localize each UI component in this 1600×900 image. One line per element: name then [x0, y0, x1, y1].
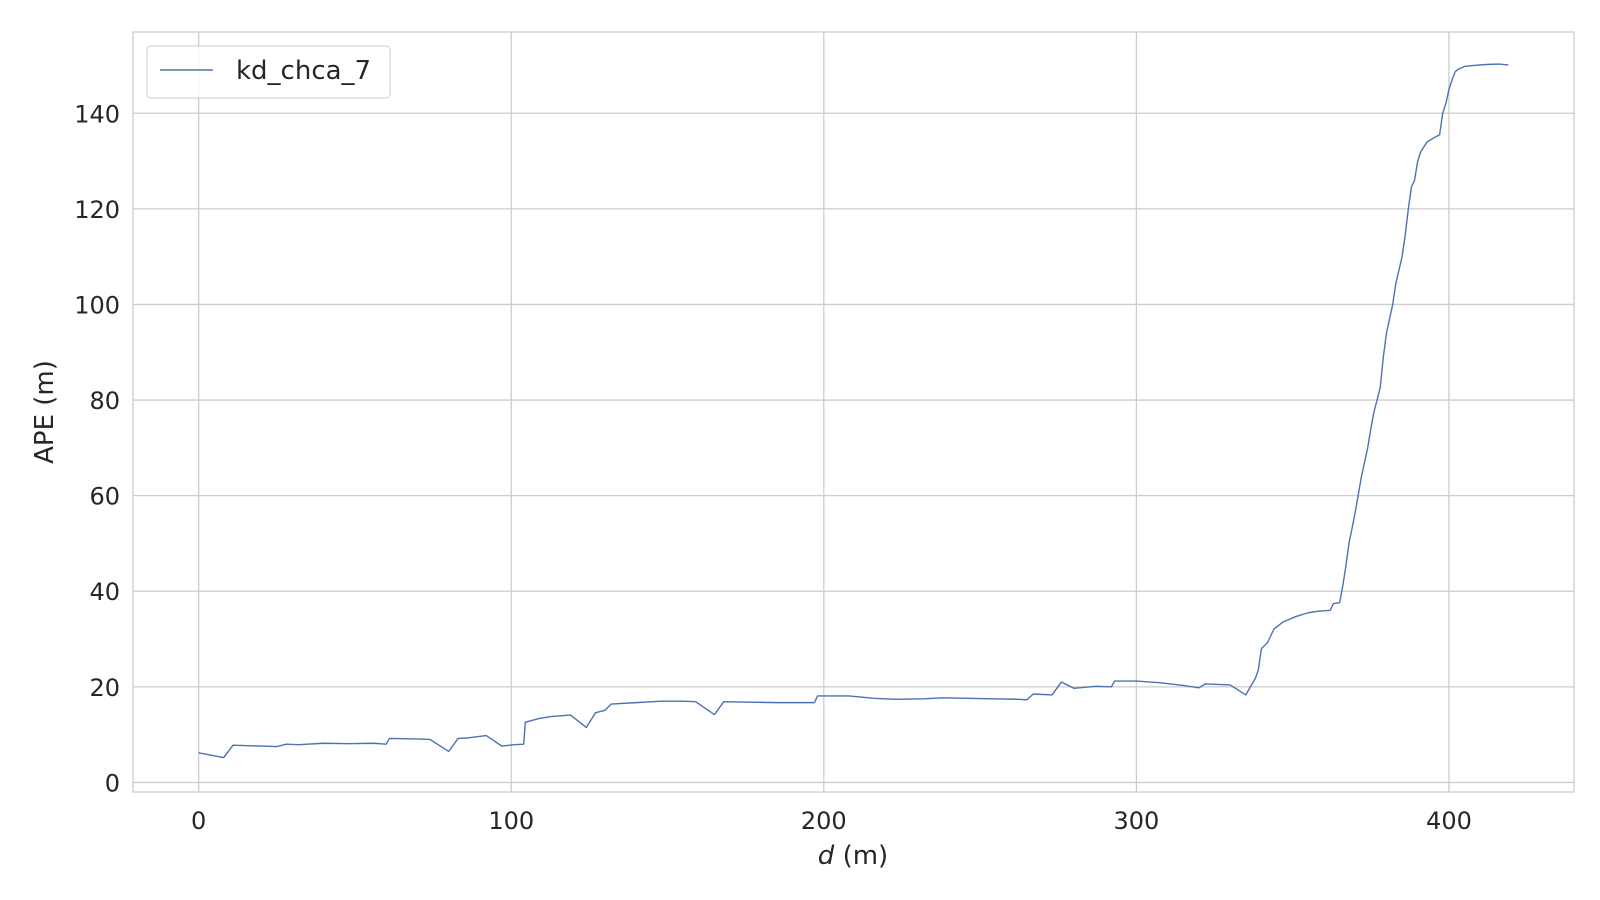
- plot-frame: [132, 31, 1575, 793]
- x-tick-label-100: 100: [488, 807, 534, 835]
- series-layer: [198, 63, 1509, 759]
- tick-labels: 0 100 200 300 400 0 20 40 60 80 100 120 140: [74, 100, 1472, 835]
- legend-box: [146, 45, 391, 99]
- y-tick-label-60: 60: [89, 483, 120, 511]
- y-tick-label-20: 20: [89, 674, 120, 702]
- series-line-kd-chca-7: [198, 63, 1509, 759]
- y-tick-label-80: 80: [89, 387, 120, 415]
- y-tick-label-100: 100: [74, 291, 120, 319]
- y-axis-label: APE (m): [30, 360, 60, 464]
- x-tick-label-300: 300: [1113, 807, 1159, 835]
- y-tick-label-0: 0: [105, 769, 120, 797]
- x-tick-label-400: 400: [1426, 807, 1472, 835]
- x-tick-label-200: 200: [801, 807, 847, 835]
- y-tick-label-140: 140: [74, 100, 120, 128]
- x-axis-variable: d: [818, 841, 835, 871]
- x-tick-label-0: 0: [191, 807, 206, 835]
- plot-area: [133, 32, 1574, 792]
- y-tick-label-40: 40: [89, 578, 120, 606]
- y-tick-label-120: 120: [74, 196, 120, 224]
- grid-lines: [133, 32, 1574, 792]
- x-axis-label: d (m): [818, 841, 888, 871]
- legend: kd_chca_7: [146, 45, 391, 99]
- legend-label-kd-chca-7: kd_chca_7: [236, 56, 371, 86]
- x-axis-unit: (m): [834, 841, 888, 871]
